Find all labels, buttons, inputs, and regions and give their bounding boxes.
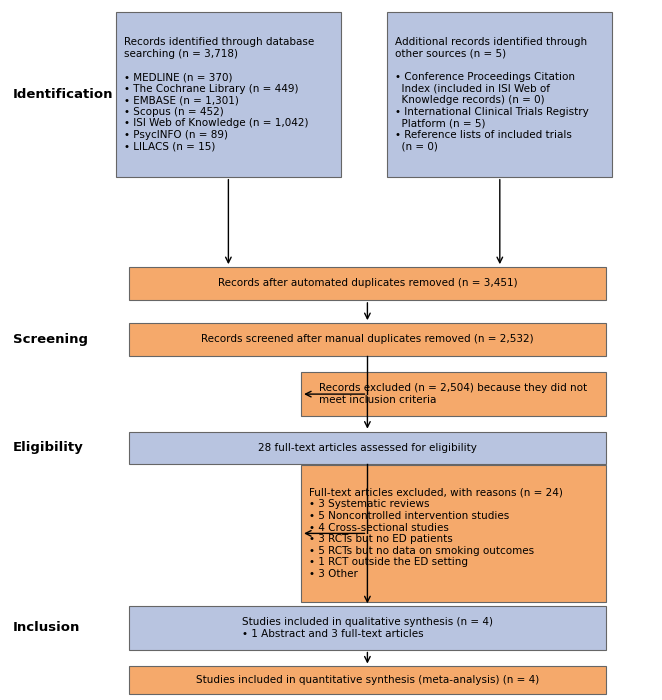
Text: Studies included in qualitative synthesis (n = 4)
• 1 Abstract and 3 full-text a: Studies included in qualitative synthesi…: [242, 617, 493, 638]
Text: Records identified through database
searching (n = 3,718)

• MEDLINE (n = 370)
•: Records identified through database sear…: [124, 37, 314, 152]
FancyBboxPatch shape: [301, 465, 606, 602]
Text: Records screened after manual duplicates removed (n = 2,532): Records screened after manual duplicates…: [201, 335, 534, 344]
Text: Additional records identified through
other sources (n = 5)

• Conference Procee: Additional records identified through ot…: [395, 37, 589, 152]
FancyBboxPatch shape: [129, 267, 606, 300]
FancyBboxPatch shape: [129, 323, 606, 356]
Text: Studies included in quantitative synthesis (meta-analysis) (n = 4): Studies included in quantitative synthes…: [196, 676, 539, 685]
Text: Full-text articles excluded, with reasons (n = 24)
• 3 Systematic reviews
• 5 No: Full-text articles excluded, with reason…: [309, 488, 563, 579]
Text: Screening: Screening: [13, 333, 88, 346]
Text: 28 full-text articles assessed for eligibility: 28 full-text articles assessed for eligi…: [258, 443, 477, 453]
FancyBboxPatch shape: [129, 431, 606, 465]
FancyBboxPatch shape: [129, 606, 606, 650]
FancyBboxPatch shape: [129, 666, 606, 694]
Text: Inclusion: Inclusion: [13, 622, 81, 634]
FancyBboxPatch shape: [301, 372, 606, 416]
Text: Identification: Identification: [13, 88, 114, 101]
Text: Records excluded (n = 2,504) because they did not
meet inclusion criteria: Records excluded (n = 2,504) because the…: [319, 384, 588, 405]
Text: Eligibility: Eligibility: [13, 442, 84, 454]
FancyBboxPatch shape: [116, 12, 341, 176]
FancyBboxPatch shape: [387, 12, 612, 176]
Text: Records after automated duplicates removed (n = 3,451): Records after automated duplicates remov…: [218, 279, 517, 288]
